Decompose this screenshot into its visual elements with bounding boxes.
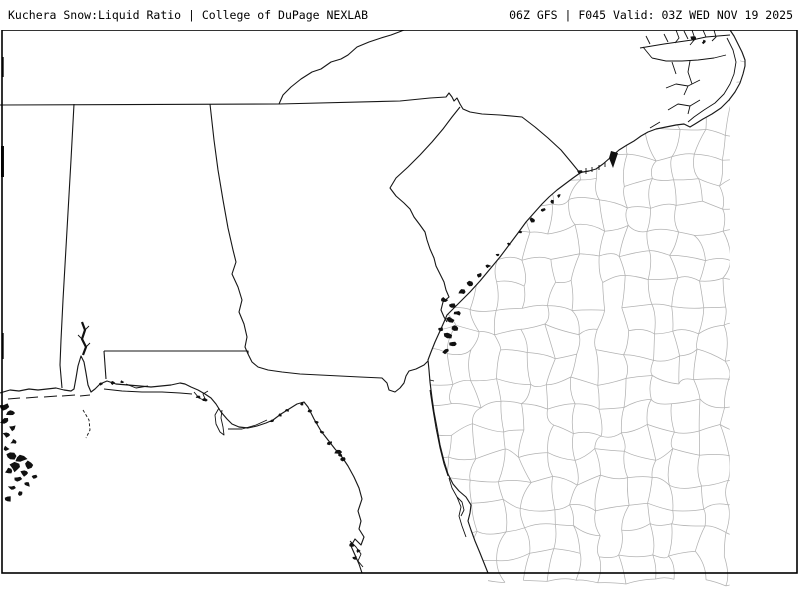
header-bar: Kuchera Snow:Liquid Ratio | College of D… <box>0 0 800 30</box>
coastline <box>0 29 746 574</box>
sound-water-layer <box>643 35 740 125</box>
coast-detail-layer <box>7 29 737 568</box>
product-title: Kuchera Snow:Liquid Ratio | College of D… <box>8 8 369 22</box>
map-frame <box>1 29 798 574</box>
state-borders-layer <box>0 29 581 393</box>
model-run-status: 06Z GFS | F045 Valid: 03Z WED NOV 19 202… <box>509 8 793 22</box>
